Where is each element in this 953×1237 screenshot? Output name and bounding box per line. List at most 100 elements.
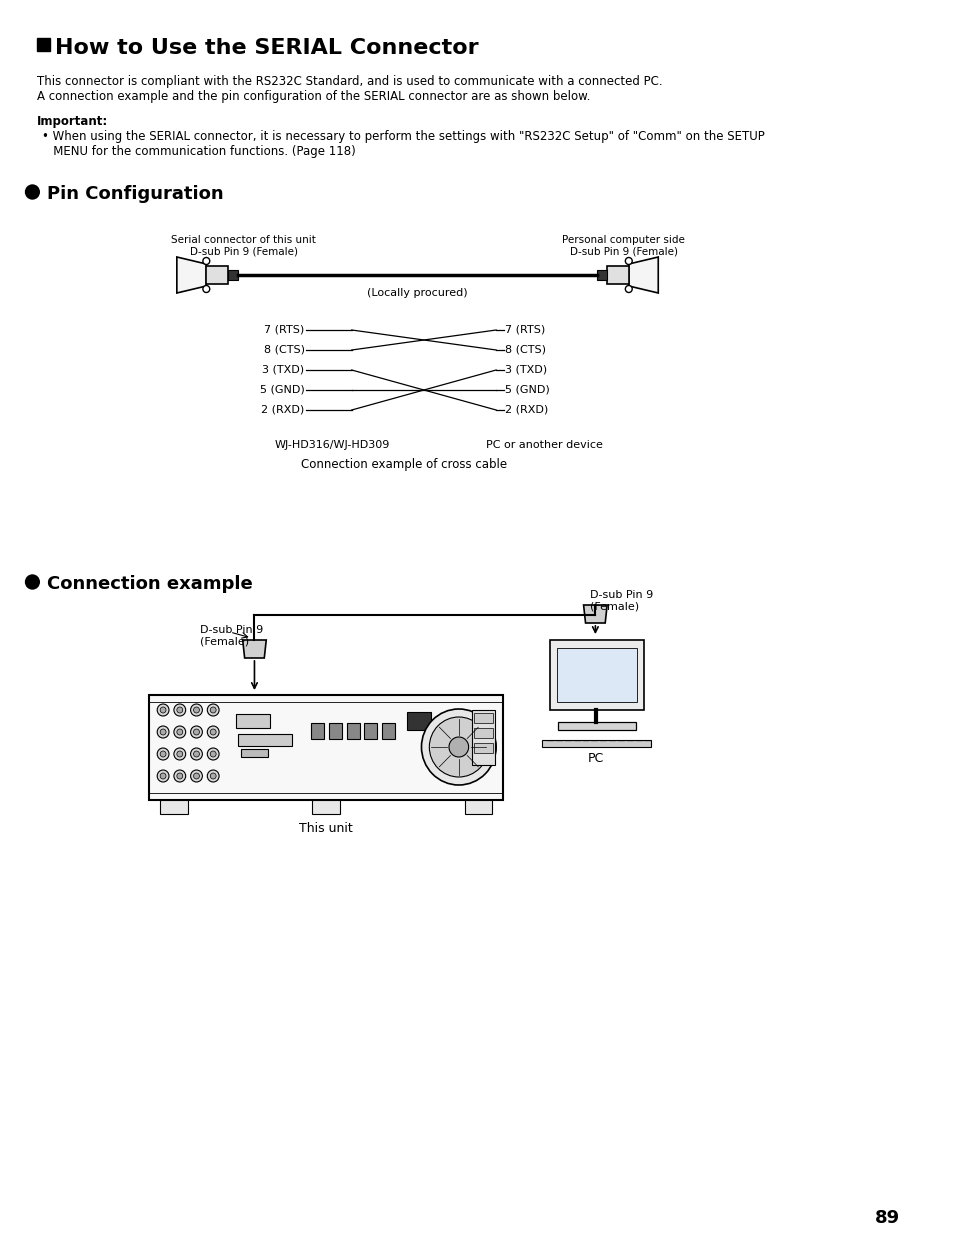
- Text: • When using the SERIAL connector, it is necessary to perform the settings with : • When using the SERIAL connector, it is…: [42, 130, 764, 143]
- Text: 2 (RXD): 2 (RXD): [504, 404, 548, 414]
- Circle shape: [203, 257, 210, 265]
- Circle shape: [210, 729, 216, 735]
- Circle shape: [160, 729, 166, 735]
- Bar: [237, 734, 292, 746]
- Circle shape: [173, 748, 186, 760]
- Text: 8 (CTS): 8 (CTS): [504, 345, 545, 355]
- Circle shape: [191, 704, 202, 716]
- Text: 89: 89: [874, 1209, 899, 1227]
- Circle shape: [193, 751, 199, 757]
- Bar: [37, 38, 51, 51]
- Circle shape: [26, 186, 39, 199]
- Circle shape: [193, 773, 199, 779]
- Circle shape: [173, 726, 186, 738]
- Bar: [150, 695, 502, 800]
- Circle shape: [191, 748, 202, 760]
- Text: Connection example of cross cable: Connection example of cross cable: [300, 458, 506, 471]
- Bar: [235, 714, 270, 729]
- Bar: [364, 722, 376, 738]
- Bar: [597, 270, 606, 280]
- Bar: [312, 800, 339, 814]
- Bar: [160, 800, 188, 814]
- Circle shape: [176, 751, 183, 757]
- Circle shape: [160, 773, 166, 779]
- Polygon shape: [628, 257, 658, 293]
- Circle shape: [624, 257, 632, 265]
- Circle shape: [449, 737, 468, 757]
- Bar: [206, 266, 228, 285]
- Text: 7 (RTS): 7 (RTS): [504, 325, 545, 335]
- Text: D-sub Pin 9 (Female): D-sub Pin 9 (Female): [190, 246, 297, 256]
- Text: WJ-HD316/WJ-HD309: WJ-HD316/WJ-HD309: [274, 440, 390, 450]
- Text: PC: PC: [588, 752, 604, 764]
- Text: D-sub Pin 9 (Female): D-sub Pin 9 (Female): [569, 246, 678, 256]
- Circle shape: [207, 769, 219, 782]
- Text: 3 (TXD): 3 (TXD): [262, 365, 304, 375]
- Circle shape: [624, 286, 632, 292]
- Circle shape: [207, 726, 219, 738]
- Bar: [473, 729, 493, 738]
- Bar: [382, 722, 395, 738]
- Text: 8 (CTS): 8 (CTS): [263, 345, 304, 355]
- Text: How to Use the SERIAL Connector: How to Use the SERIAL Connector: [55, 38, 478, 58]
- Bar: [473, 713, 493, 722]
- Polygon shape: [583, 605, 606, 623]
- Text: 7 (RTS): 7 (RTS): [264, 325, 304, 335]
- Text: D-sub Pin 9
(Female): D-sub Pin 9 (Female): [200, 625, 263, 647]
- Circle shape: [173, 704, 186, 716]
- Text: D-sub Pin 9
(Female): D-sub Pin 9 (Female): [590, 590, 653, 611]
- Bar: [464, 800, 492, 814]
- Polygon shape: [176, 257, 206, 293]
- Text: 2 (RXD): 2 (RXD): [261, 404, 304, 414]
- Circle shape: [207, 704, 219, 716]
- Bar: [406, 713, 431, 730]
- Text: Personal computer side: Personal computer side: [562, 235, 684, 245]
- Circle shape: [176, 708, 183, 713]
- Text: Connection example: Connection example: [47, 575, 253, 593]
- Text: PC or another device: PC or another device: [486, 440, 602, 450]
- Bar: [558, 722, 635, 730]
- Circle shape: [176, 729, 183, 735]
- Circle shape: [210, 773, 216, 779]
- Text: Pin Configuration: Pin Configuration: [47, 186, 224, 203]
- Bar: [311, 722, 324, 738]
- Bar: [473, 743, 493, 753]
- Circle shape: [193, 708, 199, 713]
- Circle shape: [203, 286, 210, 292]
- Text: 5 (GND): 5 (GND): [259, 385, 304, 395]
- Text: Serial connector of this unit: Serial connector of this unit: [171, 235, 315, 245]
- Circle shape: [160, 751, 166, 757]
- Circle shape: [173, 769, 186, 782]
- Circle shape: [207, 748, 219, 760]
- Bar: [329, 722, 341, 738]
- Text: Important:: Important:: [37, 115, 109, 127]
- Polygon shape: [242, 640, 266, 658]
- Bar: [228, 270, 237, 280]
- Text: (Locally procured): (Locally procured): [367, 288, 467, 298]
- Bar: [550, 640, 643, 710]
- Text: MENU for the communication functions. (Page 118): MENU for the communication functions. (P…: [42, 145, 355, 158]
- Text: 5 (GND): 5 (GND): [504, 385, 549, 395]
- Circle shape: [176, 773, 183, 779]
- Circle shape: [157, 769, 169, 782]
- Circle shape: [26, 575, 39, 589]
- Circle shape: [421, 709, 496, 785]
- Bar: [471, 710, 495, 764]
- Text: This unit: This unit: [299, 823, 353, 835]
- Text: This connector is compliant with the RS232C Standard, and is used to communicate: This connector is compliant with the RS2…: [37, 75, 662, 88]
- Circle shape: [157, 726, 169, 738]
- Circle shape: [210, 751, 216, 757]
- Circle shape: [429, 717, 488, 777]
- Circle shape: [191, 769, 202, 782]
- Bar: [240, 748, 268, 757]
- Circle shape: [157, 748, 169, 760]
- Circle shape: [193, 729, 199, 735]
- Circle shape: [160, 708, 166, 713]
- Text: A connection example and the pin configuration of the SERIAL connector are as sh: A connection example and the pin configu…: [37, 90, 590, 103]
- Circle shape: [157, 704, 169, 716]
- Bar: [541, 740, 651, 747]
- Circle shape: [210, 708, 216, 713]
- Text: 3 (TXD): 3 (TXD): [504, 365, 546, 375]
- Circle shape: [191, 726, 202, 738]
- Bar: [606, 266, 628, 285]
